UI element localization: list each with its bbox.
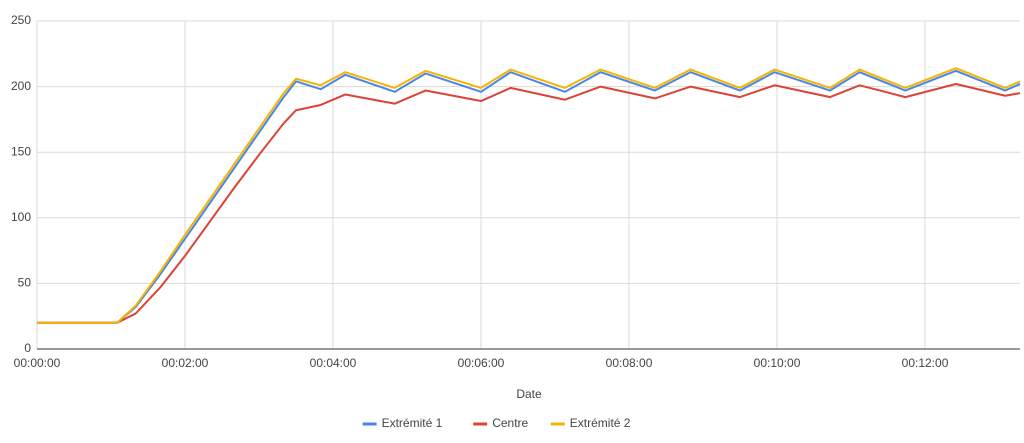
y-tick-label: 0 [24, 341, 31, 355]
x-axis-label: Date [516, 387, 542, 401]
series-line [37, 67, 1021, 324]
y-tick-label: 50 [18, 276, 32, 290]
x-tick-label: 00:02:00 [162, 356, 209, 370]
y-tick-label: 250 [11, 13, 31, 27]
legend-label: Extrémité 2 [570, 416, 631, 430]
series-line [37, 69, 1021, 324]
y-tick-label: 150 [11, 144, 31, 158]
x-tick-label: 00:12:00 [902, 356, 949, 370]
legend-label: Extrémité 1 [382, 416, 443, 430]
x-tick-label: 00:04:00 [310, 356, 357, 370]
series-line [37, 82, 1021, 324]
x-tick-label: 00:08:00 [606, 356, 653, 370]
y-tick-label: 100 [11, 210, 31, 224]
x-tick-label: 00:06:00 [458, 356, 505, 370]
x-tick-label: 00:00:00 [14, 356, 61, 370]
x-tick-label: 00:10:00 [754, 356, 801, 370]
y-tick-label: 200 [11, 79, 31, 93]
legend-label: Centre [492, 416, 528, 430]
